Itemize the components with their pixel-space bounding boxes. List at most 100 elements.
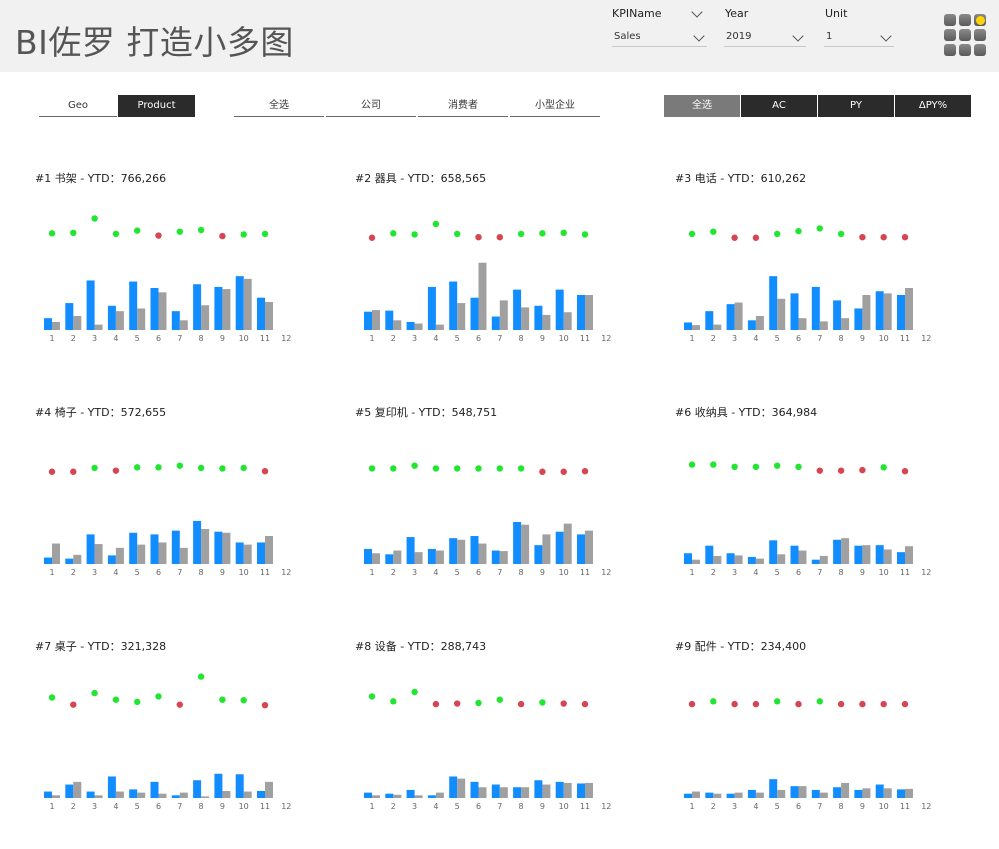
segment-consumer[interactable]: 消费者 — [418, 95, 508, 117]
kpiname-dropdown[interactable]: Sales — [612, 27, 707, 47]
py-bar — [755, 316, 764, 330]
x-tick-label: 9 — [860, 334, 865, 343]
chart-9: 1 2 3 4 5 6 7 8 9 10 11 12 — [684, 698, 931, 811]
x-tick-label: 12 — [281, 334, 291, 343]
x-tick-label: 3 — [412, 802, 417, 811]
py-bar — [734, 555, 743, 564]
ac-bar — [406, 789, 415, 798]
ac-bar — [897, 789, 905, 798]
chevron-down-icon[interactable] — [691, 6, 703, 18]
delta-dot — [837, 230, 845, 238]
x-tick-label: 7 — [177, 802, 182, 811]
delta-dot — [475, 234, 482, 241]
x-tick-label: 12 — [601, 802, 611, 811]
delta-dot — [752, 700, 760, 708]
delta-dot — [581, 468, 589, 475]
delta-dot — [837, 700, 845, 708]
tab-product[interactable]: Product — [118, 95, 195, 117]
measure-delta-py[interactable]: ΔPY% — [895, 95, 971, 117]
ac-bar — [65, 303, 74, 330]
py-bar — [692, 559, 700, 564]
delta-dot — [390, 465, 397, 472]
py-bar — [585, 530, 593, 564]
x-tick-label: 8 — [519, 334, 524, 343]
ac-bar — [257, 297, 265, 330]
panel-title: #2 器具 - YTD：658,565 — [355, 172, 487, 185]
ac-bar — [534, 780, 543, 798]
py-bar — [94, 544, 103, 564]
py-bar — [777, 298, 786, 330]
delta-dot — [752, 463, 760, 470]
ac-bar — [747, 320, 756, 330]
ac-bar — [129, 532, 138, 564]
x-tick-label: 11 — [900, 568, 910, 577]
py-bar — [692, 791, 700, 798]
x-tick-label: 10 — [559, 334, 569, 343]
ac-bar — [811, 789, 820, 798]
tab-geo[interactable]: Geo — [39, 95, 117, 117]
py-bar — [883, 549, 892, 564]
segment-small-business[interactable]: 小型企业 — [510, 95, 600, 117]
delta-dot — [368, 234, 376, 241]
delta-dot — [454, 700, 461, 707]
py-bar — [158, 542, 167, 564]
py-bar — [905, 546, 913, 564]
x-tick-label: 5 — [455, 334, 460, 343]
py-bar — [265, 536, 273, 564]
measure-py[interactable]: PY — [818, 95, 894, 117]
x-tick-label: 12 — [921, 334, 931, 343]
ac-bar — [385, 310, 394, 330]
x-tick-label: 3 — [412, 334, 417, 343]
delta-dot — [112, 467, 120, 474]
ac-bar — [364, 792, 372, 798]
delta-dot — [517, 230, 525, 238]
py-bar — [52, 795, 60, 798]
ac-bar — [385, 793, 394, 798]
x-tick-label: 11 — [580, 802, 590, 811]
py-bar — [435, 550, 444, 564]
unit-dropdown[interactable]: 1 — [824, 27, 894, 47]
delta-dot — [368, 693, 376, 700]
x-tick-label: 7 — [177, 568, 182, 577]
py-bar — [521, 307, 530, 330]
ac-bar — [875, 784, 884, 798]
x-tick-label: 6 — [796, 802, 801, 811]
measure-ac[interactable]: AC — [741, 95, 817, 117]
ac-bar — [491, 550, 500, 564]
delta-dot — [496, 696, 503, 703]
year-slicer-label: Year — [725, 7, 749, 20]
py-bar — [521, 787, 530, 798]
py-bar — [819, 792, 828, 798]
x-tick-label: 9 — [540, 334, 545, 343]
delta-dot — [880, 234, 887, 241]
py-bar — [777, 789, 786, 798]
segment-company[interactable]: 公司 — [326, 95, 416, 117]
x-tick-label: 4 — [433, 802, 438, 811]
py-bar — [499, 551, 508, 564]
small-multiple-1: #1 书架 - YTD：766,266 1 2 3 4 5 6 7 8 9 10 11 12 — [35, 170, 315, 370]
delta-dot — [219, 465, 226, 472]
ac-bar — [470, 781, 479, 798]
ac-bar — [257, 542, 265, 564]
delta-dot — [859, 234, 866, 241]
measure-all[interactable]: 全选 — [664, 95, 740, 117]
py-bar — [265, 781, 273, 798]
ac-bar — [171, 530, 180, 564]
x-tick-label: 11 — [900, 334, 910, 343]
x-tick-label: 4 — [433, 568, 438, 577]
delta-dot — [560, 700, 567, 707]
ac-bar — [854, 545, 863, 564]
year-dropdown[interactable]: 2019 — [724, 27, 806, 47]
ac-bar — [833, 300, 842, 330]
app-grid-icon[interactable] — [944, 14, 988, 56]
delta-dot — [91, 464, 98, 472]
small-multiple-8: #8 设备 - YTD：288,743 1 2 3 4 5 6 7 8 9 10 11 12 — [355, 638, 635, 838]
chart-2: 1 2 3 4 5 6 7 8 9 10 11 12 — [364, 220, 611, 343]
ac-bar — [705, 311, 714, 330]
segment-all[interactable]: 全选 — [234, 95, 324, 117]
delta-dot — [816, 467, 823, 474]
py-bar — [499, 300, 508, 330]
py-bar — [94, 795, 103, 798]
x-tick-label: 10 — [879, 334, 889, 343]
py-bar — [372, 310, 380, 330]
